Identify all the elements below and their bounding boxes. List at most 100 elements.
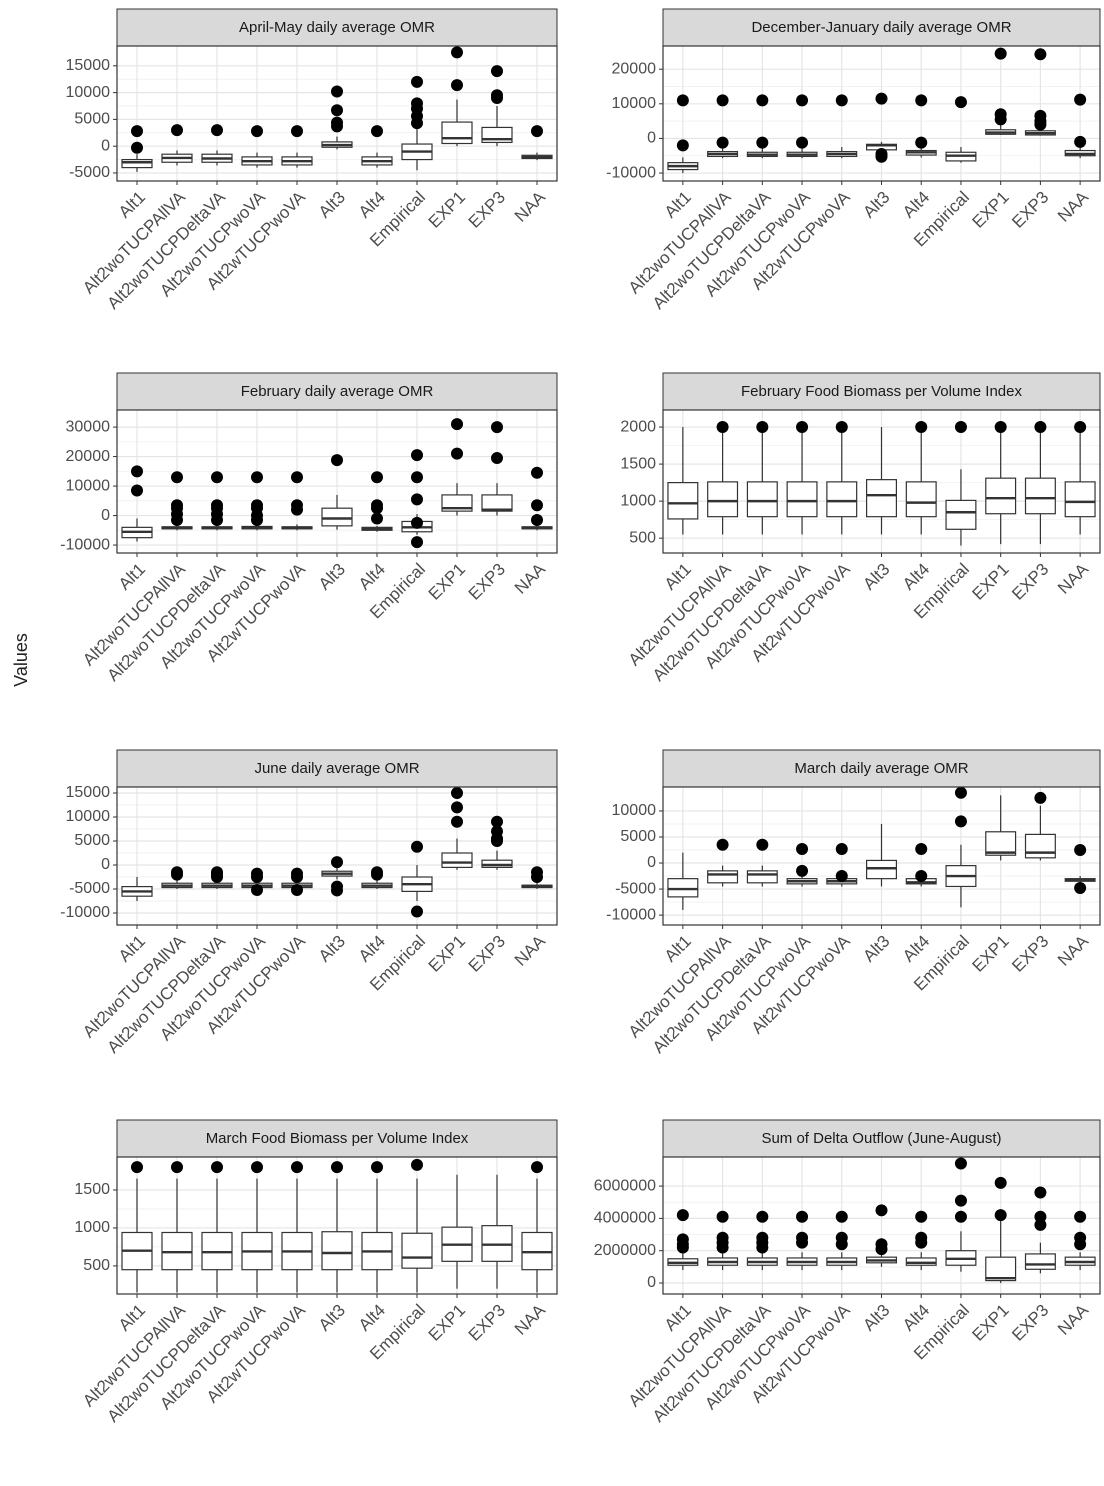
y-tick-label: 15000 (66, 784, 111, 801)
strip (116, 8, 558, 47)
outlier (251, 513, 263, 526)
outlier (716, 94, 729, 107)
x-tick-label: NAA (1054, 1300, 1093, 1339)
strip (116, 372, 558, 411)
x-tick-label: Alt1 (661, 188, 695, 222)
outlier (1074, 93, 1087, 106)
x-tick-label: Alt4 (899, 188, 933, 222)
x-tick-label: EXP3 (465, 1301, 509, 1345)
outlier (954, 1210, 967, 1223)
box (441, 852, 473, 868)
outlier (171, 1161, 183, 1174)
outlier (491, 91, 503, 104)
outlier (331, 1161, 343, 1174)
outlier (915, 842, 928, 855)
x-tick-label: Alt4 (355, 188, 389, 222)
x-tick-label: EXP1 (968, 1301, 1012, 1345)
panel-title: March daily average OMR (794, 760, 968, 777)
outlier (251, 125, 263, 138)
y-tick-label: -5000 (69, 880, 110, 897)
outlier (451, 787, 463, 799)
outlier (411, 840, 423, 853)
outlier (291, 883, 303, 896)
x-tick-label: EXP1 (425, 560, 469, 604)
outlier (676, 1241, 689, 1254)
x-tick-label: Alt1 (115, 188, 149, 222)
box (786, 481, 818, 518)
x-tick-label: Alt1 (661, 560, 695, 594)
y-tick-label: 4000000 (594, 1210, 656, 1227)
outlier (756, 94, 769, 107)
outlier (756, 136, 769, 149)
box (401, 1232, 433, 1269)
outlier (756, 421, 769, 434)
outlier (994, 1176, 1007, 1189)
outlier (211, 1161, 223, 1174)
x-tick-label: EXP3 (465, 932, 509, 976)
panel-title: Sum of Delta Outflow (June-August) (761, 1130, 1001, 1147)
outlier (835, 1238, 848, 1251)
box (905, 1257, 937, 1266)
outlier (954, 421, 967, 434)
outlier (211, 124, 223, 137)
y-tick-label: 0 (647, 854, 656, 871)
outlier (411, 449, 423, 462)
panel-border (116, 409, 558, 554)
outlier (411, 516, 423, 529)
x-tick-label: Alt3 (315, 932, 349, 966)
outlier (875, 92, 888, 105)
x-tick-label: Alt4 (355, 932, 389, 966)
y-tick-label: 0 (647, 1274, 656, 1291)
outlier (331, 85, 343, 98)
box (321, 1231, 353, 1271)
box (707, 870, 739, 884)
y-tick-label: 5000 (620, 828, 656, 845)
outlier (716, 1241, 729, 1254)
outlier (1034, 421, 1047, 434)
outlier (451, 418, 463, 431)
outlier (1034, 48, 1047, 61)
outlier (716, 1210, 729, 1223)
box (707, 481, 739, 518)
outlier (491, 65, 503, 78)
x-tick-label: Alt1 (661, 932, 695, 966)
box (481, 494, 513, 512)
box (985, 1256, 1017, 1282)
outlier (676, 139, 689, 152)
outlier (251, 871, 263, 883)
outlier (796, 136, 809, 149)
y-tick-label: 500 (629, 529, 656, 546)
y-tick-label: -10000 (606, 906, 656, 923)
y-tick-label: 0 (101, 507, 110, 524)
x-tick-label: NAA (1054, 931, 1093, 970)
box (121, 158, 153, 169)
outlier (371, 471, 383, 484)
outlier (1074, 882, 1087, 895)
outlier (1034, 118, 1047, 131)
y-tick-label: 10000 (66, 477, 111, 494)
outlier (1074, 1210, 1087, 1223)
outlier (371, 125, 383, 138)
outlier (211, 471, 223, 484)
outlier (915, 1236, 928, 1249)
x-tick-label: Alt4 (355, 560, 389, 594)
panel-title: April-May daily average OMR (239, 19, 435, 36)
panel-title: December-January daily average OMR (751, 19, 1011, 36)
outlier (875, 1204, 888, 1217)
outlier (835, 870, 848, 883)
outlier (915, 136, 928, 149)
box (1064, 481, 1096, 518)
outlier (251, 471, 263, 484)
outlier (796, 842, 809, 855)
box (985, 831, 1017, 856)
outlier (716, 136, 729, 149)
y-tick-label: 1500 (74, 1181, 110, 1198)
outlier (1034, 791, 1047, 804)
x-tick-label: Alt4 (899, 932, 933, 966)
x-tick-label: EXP3 (1008, 932, 1052, 976)
x-tick-label: EXP3 (1008, 1301, 1052, 1345)
box (945, 499, 977, 530)
y-tick-label: 5000 (74, 111, 110, 128)
